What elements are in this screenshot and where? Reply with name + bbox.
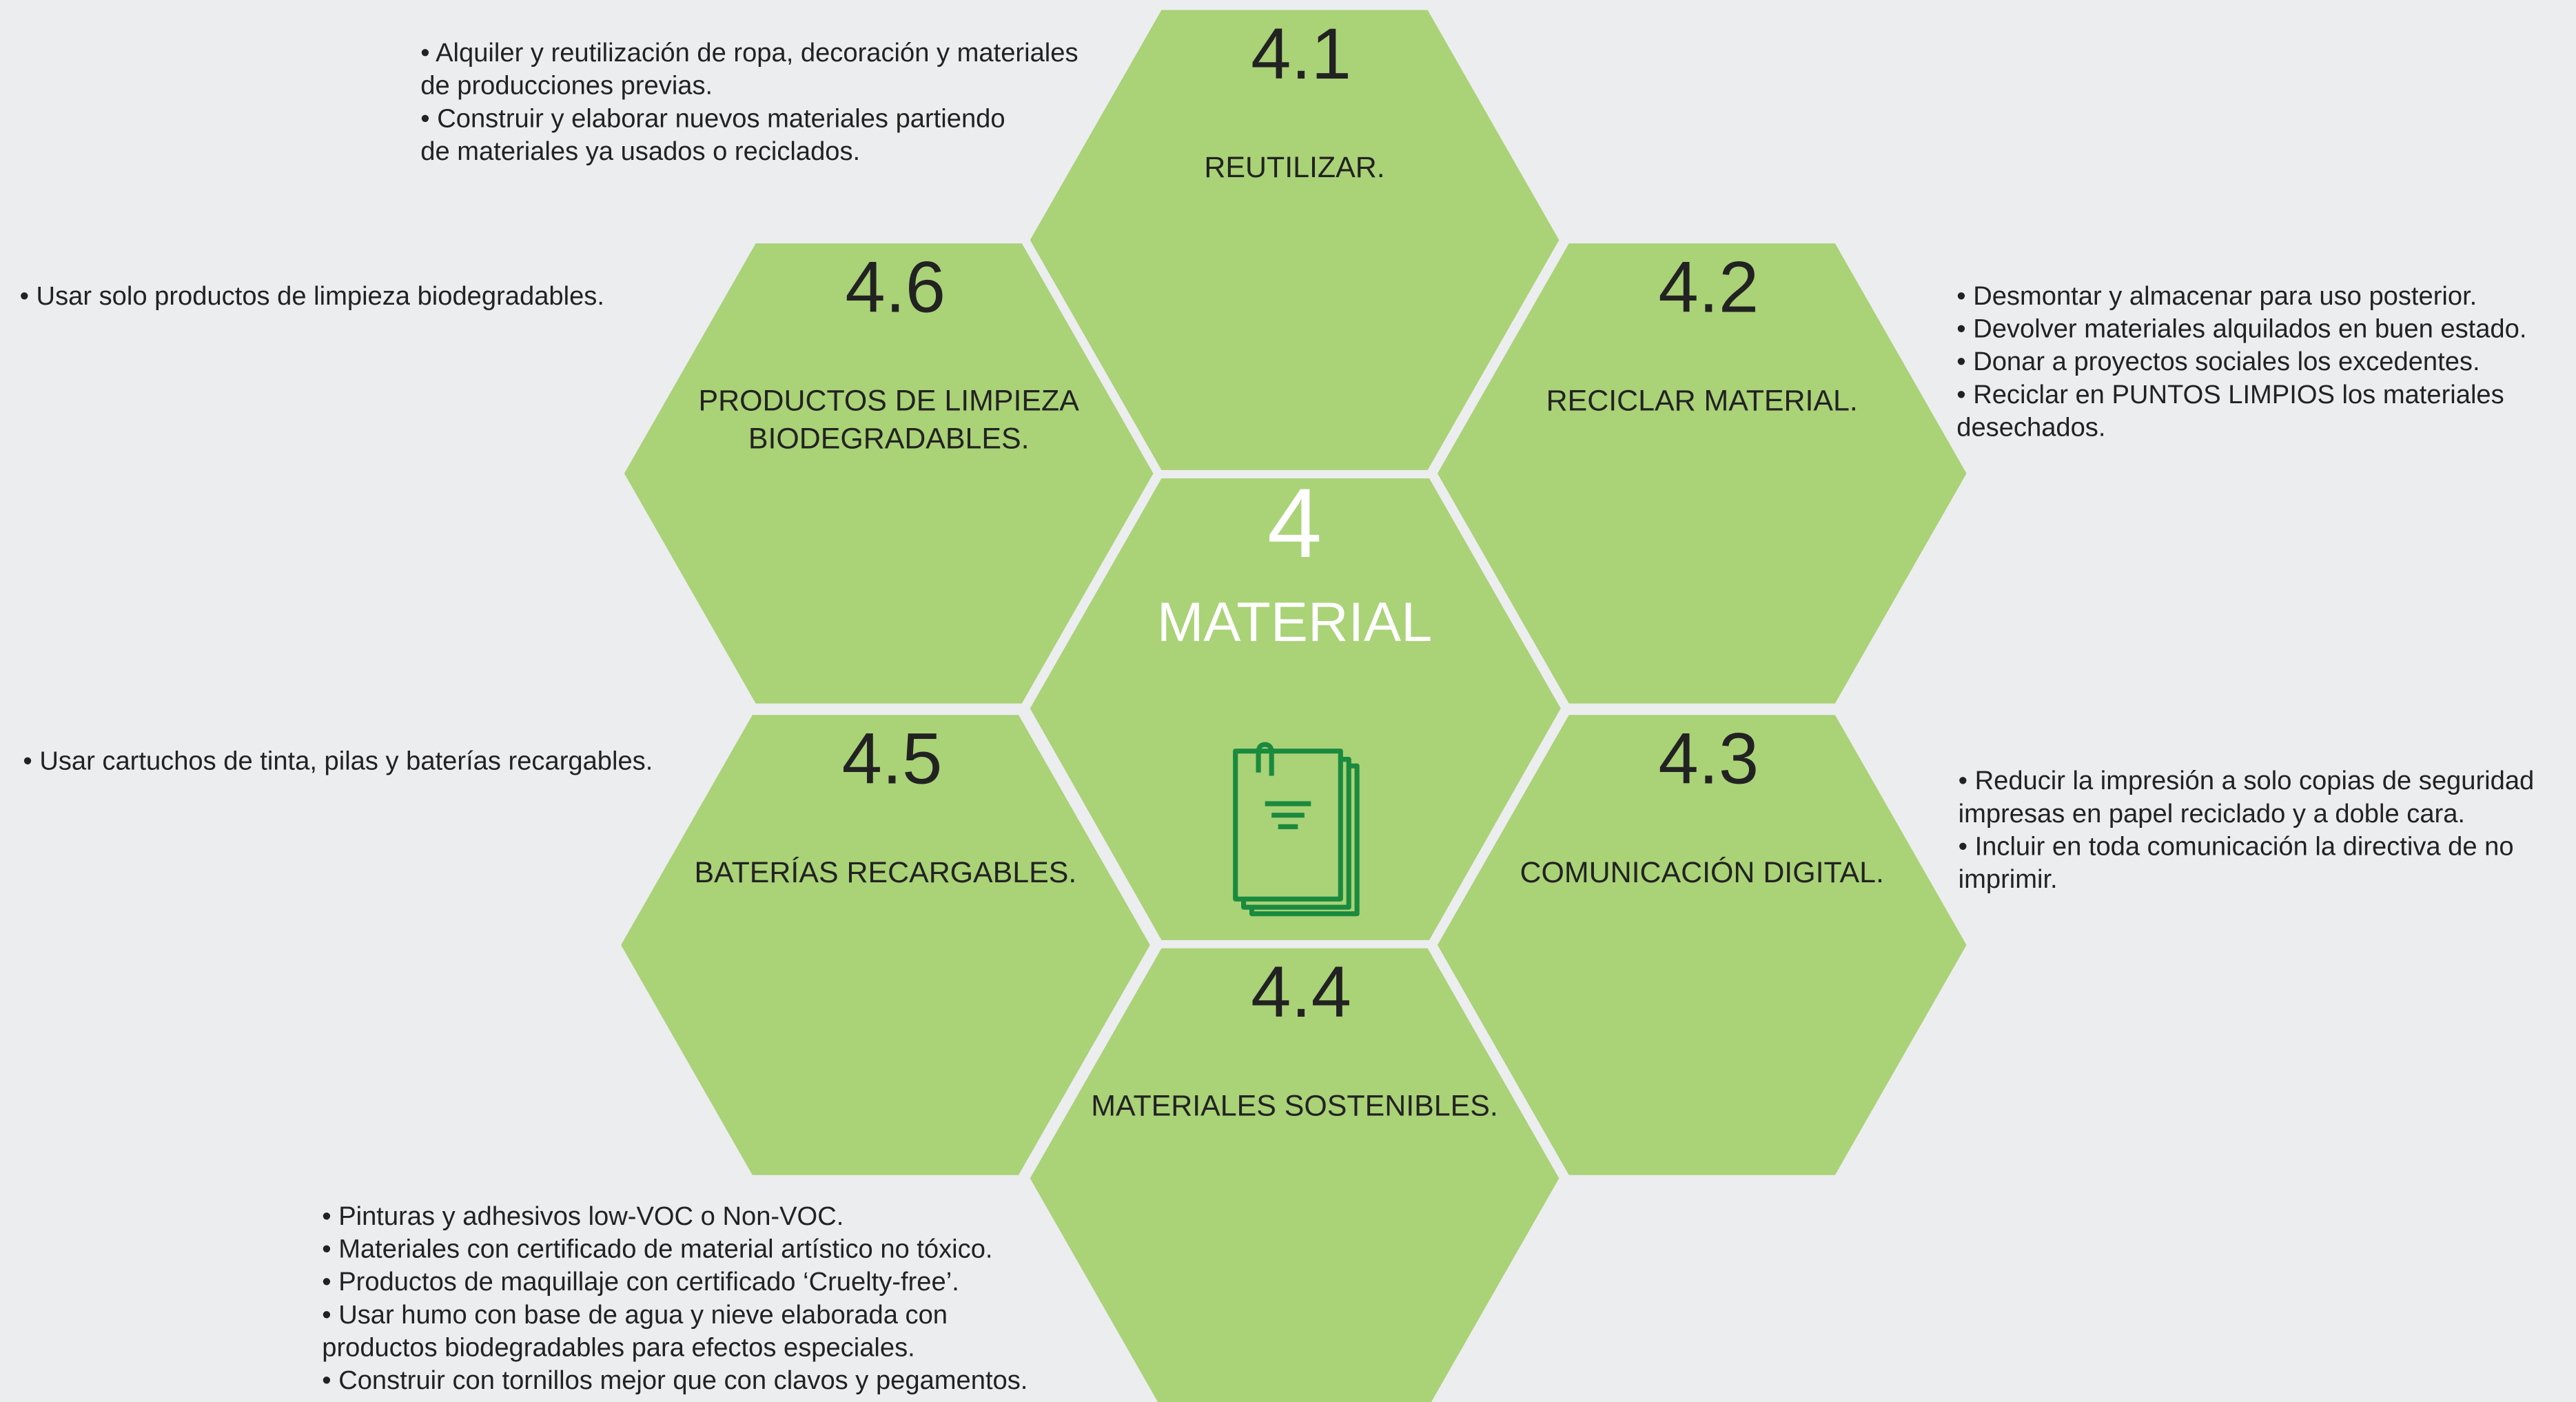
hex bbox=[1030, 948, 1560, 1402]
bullet-line: • Incluir en toda comunicación la direct… bbox=[1959, 831, 2514, 861]
hex bbox=[1030, 10, 1560, 471]
bullet-line: impresas en papel reciclado y a doble ca… bbox=[1959, 799, 2465, 829]
bullet-line: • Usar cartuchos de tinta, pilas y bater… bbox=[23, 746, 653, 775]
hex-number: 4.5 bbox=[842, 718, 943, 799]
bullet-line: de producciones previas. bbox=[420, 71, 713, 101]
bullet-line: • Devolver materiales alquilados en buen… bbox=[1956, 314, 2526, 344]
bullet-line: • Construir con tornillos mejor que con … bbox=[322, 1365, 1028, 1395]
bullet-line: • Pinturas y adhesivos low-VOC o Non-VOC… bbox=[322, 1201, 844, 1231]
hex-label: BIODEGRADABLES. bbox=[748, 422, 1030, 455]
center-label: MATERIAL bbox=[1157, 591, 1432, 653]
bullet-line: • Reducir la impresión a solo copias de … bbox=[1959, 766, 2535, 795]
hex-label: MATERIALES SOSTENIBLES. bbox=[1091, 1089, 1498, 1122]
hex-number: 4.4 bbox=[1251, 952, 1351, 1033]
hex bbox=[1437, 715, 1967, 1175]
hex-label: COMUNICACIÓN DIGITAL. bbox=[1520, 856, 1884, 889]
text-layer: 4.1 REUTILIZAR. • Alquiler y reutilización… bbox=[20, 14, 2535, 1395]
hex-label: BATERÍAS RECARGABLES. bbox=[695, 856, 1077, 889]
bullet-line: de materiales ya usados o reciclados. bbox=[420, 136, 860, 166]
center-hex bbox=[1030, 478, 1561, 940]
hex-label: REUTILIZAR. bbox=[1204, 151, 1384, 184]
bullet-line: • Usar humo con base de agua y nieve ela… bbox=[322, 1300, 948, 1330]
hex-number: 4.1 bbox=[1251, 14, 1351, 94]
hex-label: PRODUCTOS DE LIMPIEZA bbox=[699, 385, 1080, 418]
center-number: 4 bbox=[1267, 469, 1322, 578]
bullet-line: • Desmontar y almacenar para uso posteri… bbox=[1956, 281, 2477, 311]
bullet-line: • Usar solo productos de limpieza biodeg… bbox=[20, 281, 604, 311]
bullet-line: productos biodegradables para efectos es… bbox=[322, 1333, 915, 1363]
hex bbox=[624, 243, 1154, 704]
document-icon bbox=[1233, 742, 1360, 917]
bullet-line: • Productos de maquillaje con certificad… bbox=[322, 1267, 959, 1297]
bullet-line: • Donar a proyectos sociales los exceden… bbox=[1956, 347, 2480, 376]
hex bbox=[621, 715, 1150, 1175]
bullet-line: • Construir y elaborar nuevos materiales… bbox=[420, 103, 1005, 133]
hex-label: RECICLAR MATERIAL. bbox=[1546, 385, 1858, 418]
bullet-line: • Alquiler y reutilización de ropa, deco… bbox=[420, 38, 1078, 68]
hex-number: 4.3 bbox=[1658, 718, 1759, 799]
hex bbox=[1437, 243, 1967, 704]
hex-number: 4.2 bbox=[1658, 247, 1759, 327]
bullet-line: desechados. bbox=[1956, 413, 2105, 443]
hex-number: 4.6 bbox=[845, 247, 945, 327]
bullet-line: imprimir. bbox=[1959, 864, 2058, 894]
bullet-line: • Materiales con certificado de material… bbox=[322, 1235, 992, 1264]
hex-layer bbox=[621, 10, 1967, 1402]
bullet-line: • Reciclar en PUNTOS LIMPIOS los materia… bbox=[1956, 380, 2504, 409]
